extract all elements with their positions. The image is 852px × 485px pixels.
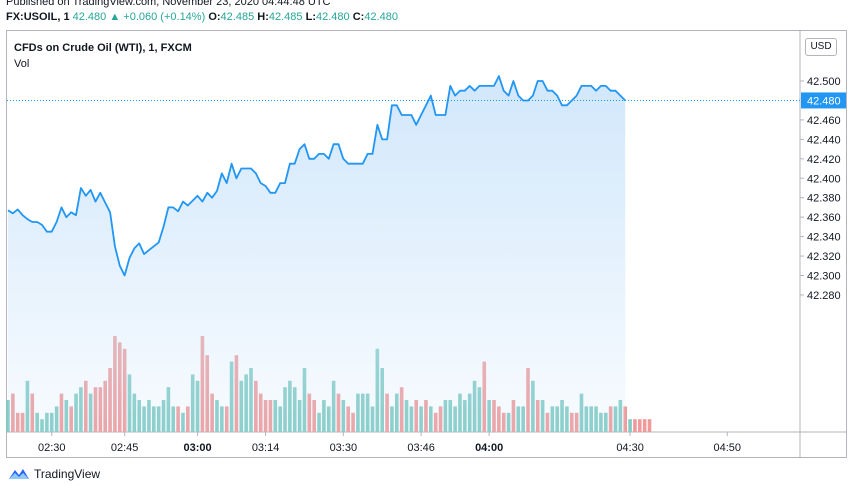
- brand-name: TradingView: [34, 467, 101, 481]
- symbol-label: FX:USOIL, 1: [6, 11, 70, 23]
- currency-button[interactable]: USD: [805, 38, 837, 56]
- x-tick-label: 03:00: [183, 442, 211, 454]
- chart-legend-title: CFDs on Crude Oil (WTI), 1, FXCM: [14, 42, 192, 54]
- x-tick-label: 04:50: [714, 442, 742, 454]
- tradingview-logo-icon: [9, 469, 29, 479]
- price-line: [7, 75, 626, 277]
- x-tick-label: 03:14: [252, 442, 280, 454]
- footer-brand[interactable]: TradingView: [8, 467, 100, 481]
- volume-bar: [633, 419, 637, 432]
- close-value: 42.480: [364, 11, 398, 23]
- x-tick-label: 04:30: [616, 442, 644, 454]
- y-tick-label: 42.380: [807, 193, 841, 205]
- volume-bar: [6, 400, 10, 432]
- x-tick-label: 02:45: [111, 442, 139, 454]
- price-change: +0.060 (+0.14%): [123, 11, 206, 23]
- last-price: 42.480: [72, 11, 107, 23]
- volume-legend: Vol: [14, 58, 30, 70]
- close-label: C:: [352, 11, 365, 23]
- y-tick-label: 42.340: [807, 232, 841, 244]
- published-note: Published on TradingView.com, November 2…: [6, 0, 331, 8]
- low-label: L:: [305, 11, 316, 23]
- high-label: H:: [257, 11, 269, 23]
- change-up-arrow-icon: ▲: [109, 11, 121, 23]
- current-price-tag: [801, 92, 846, 109]
- open-label: O:: [208, 11, 221, 23]
- low-value: 42.480: [315, 11, 350, 23]
- y-tick-label: 42.500: [807, 76, 841, 88]
- x-tick-label: 03:30: [330, 442, 358, 454]
- y-tick-label: 42.280: [807, 290, 841, 302]
- volume-bar: [638, 419, 642, 432]
- x-tick-label: 02:30: [38, 442, 66, 454]
- chart-frame: [6, 30, 847, 458]
- y-tick-label: 42.300: [807, 271, 841, 283]
- ohlc-header: FX:USOIL, 1 42.480 ▲ +0.060 (+0.14%) O:4…: [6, 11, 398, 23]
- volume-bar: [647, 419, 652, 432]
- y-tick-label: 42.360: [807, 212, 841, 224]
- y-tick-label: 42.440: [807, 134, 841, 146]
- y-tick-label: 42.400: [807, 173, 841, 185]
- y-tick-label: 42.320: [807, 251, 841, 263]
- volume-bar: [628, 419, 632, 432]
- volume-bar: [623, 406, 628, 432]
- y-tick-label: 42.420: [807, 154, 841, 166]
- high-value: 42.485: [268, 11, 303, 23]
- x-tick-label: 03:46: [407, 442, 435, 454]
- open-value: 42.485: [220, 11, 255, 23]
- price-area-fill: [8, 76, 626, 432]
- current-price-label: 42.480: [807, 95, 841, 107]
- volume-bar: [642, 419, 647, 432]
- x-tick-label: 04:00: [475, 442, 503, 454]
- y-tick-label: 42.460: [807, 115, 841, 127]
